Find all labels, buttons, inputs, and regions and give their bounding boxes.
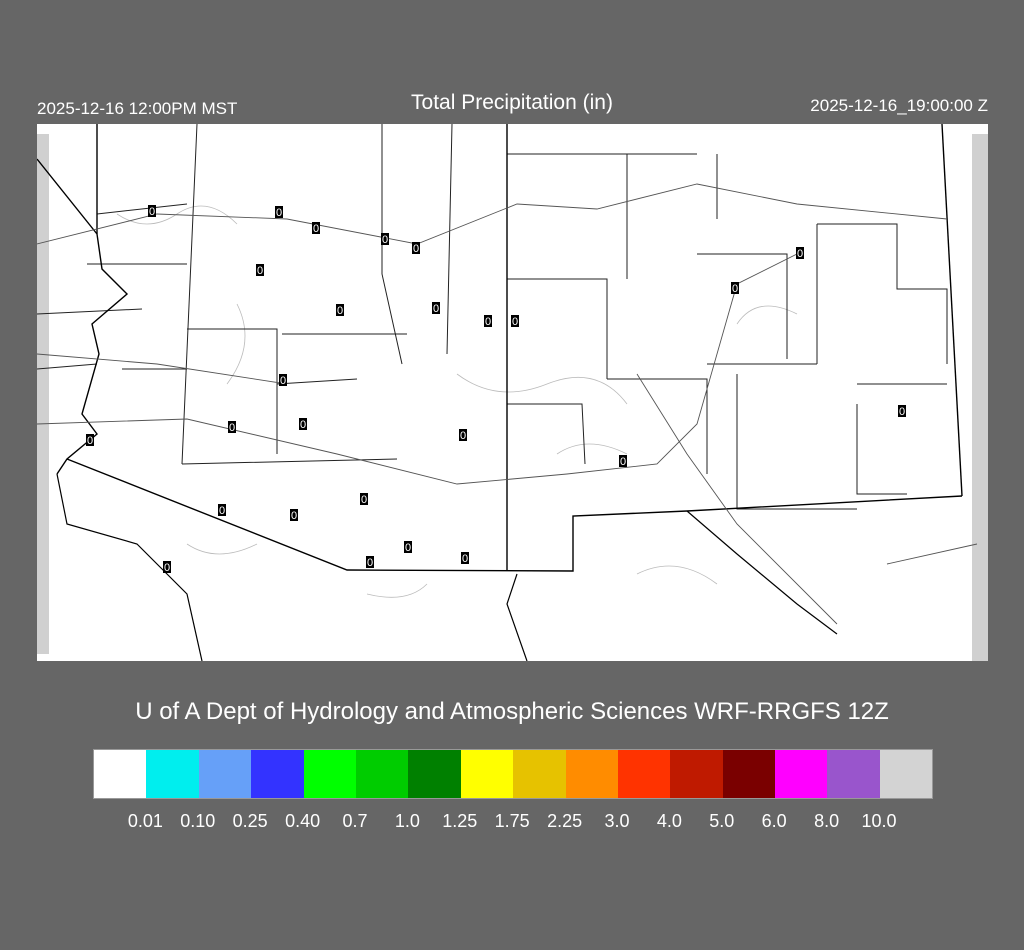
svg-text:0: 0 <box>512 316 518 328</box>
legend-swatch <box>775 750 828 798</box>
station-value: 0 <box>163 561 171 574</box>
legend-label: 5.0 <box>709 811 735 831</box>
svg-text:0: 0 <box>149 206 155 218</box>
station-value: 0 <box>256 264 264 277</box>
legend-label: 6.0 <box>761 811 787 831</box>
svg-text:0: 0 <box>300 419 306 431</box>
station-markers: 0 0 0 0 0 0 0 0 0 0 0 0 0 0 0 0 0 0 0 0 0 0 0 0 0 0 <box>86 205 906 574</box>
precipitation-map: 0 0 0 0 0 0 0 0 0 0 0 0 0 0 0 0 0 0 0 0 0 0 0 0 0 0 <box>36 123 988 662</box>
station-value: 0 <box>898 405 906 418</box>
svg-text:0: 0 <box>276 207 282 219</box>
map-title: Total Precipitation (in) <box>411 91 613 114</box>
legend-label: 2.25 <box>547 811 583 831</box>
map-svg: 0 0 0 0 0 0 0 0 0 0 0 0 0 0 0 0 0 0 0 0 0 0 0 0 0 0 <box>36 123 988 662</box>
svg-text:0: 0 <box>313 223 319 235</box>
svg-text:0: 0 <box>291 510 297 522</box>
svg-text:0: 0 <box>405 542 411 554</box>
station-value: 0 <box>228 421 236 434</box>
station-value: 0 <box>731 282 739 295</box>
svg-text:0: 0 <box>87 435 93 447</box>
legend-label: 0.25 <box>232 811 268 831</box>
credit-line: U of A Dept of Hydrology and Atmospheric… <box>135 698 889 725</box>
county-borders <box>36 123 948 510</box>
station-value: 0 <box>404 541 412 554</box>
color-legend-bar <box>93 749 934 799</box>
station-value: 0 <box>484 315 492 328</box>
legend-swatch <box>565 750 618 798</box>
legend-swatch <box>460 750 514 798</box>
svg-text:0: 0 <box>413 243 419 255</box>
legend-label: 1.25 <box>442 811 478 831</box>
svg-text:0: 0 <box>229 422 235 434</box>
legend-swatch <box>94 750 147 798</box>
edge-strip-left <box>37 134 49 654</box>
svg-text:0: 0 <box>732 283 738 295</box>
svg-text:0: 0 <box>797 248 803 260</box>
valid-local-time: 2025-12-16 12:00PM MST <box>37 99 238 118</box>
terrain-contours <box>116 205 798 598</box>
svg-text:0: 0 <box>485 316 491 328</box>
legend-label: 0.40 <box>285 811 321 831</box>
legend-swatch <box>722 750 776 798</box>
legend-label: 0.10 <box>180 811 216 831</box>
station-value: 0 <box>148 205 156 218</box>
station-value: 0 <box>218 504 226 517</box>
svg-text:0: 0 <box>367 557 373 569</box>
station-value: 0 <box>290 509 298 522</box>
legend-swatch <box>513 750 566 798</box>
legend-swatch <box>827 750 880 798</box>
legend-label: 4.0 <box>656 811 682 831</box>
svg-text:0: 0 <box>382 234 388 246</box>
station-value: 0 <box>381 233 389 246</box>
svg-text:0: 0 <box>460 430 466 442</box>
station-value: 0 <box>461 552 469 565</box>
legend-label: 1.0 <box>394 811 420 831</box>
legend-label: 0.01 <box>127 811 163 831</box>
roads-rivers <box>36 183 978 625</box>
legend-label: 0.7 <box>342 811 368 831</box>
station-value: 0 <box>275 206 283 219</box>
valid-utc-time: 2025-12-16_19:00:00 Z <box>810 96 988 115</box>
svg-text:0: 0 <box>620 456 626 468</box>
svg-text:0: 0 <box>257 265 263 277</box>
svg-text:0: 0 <box>337 305 343 317</box>
station-value: 0 <box>459 429 467 442</box>
svg-text:0: 0 <box>219 505 225 517</box>
legend-swatch <box>408 750 461 798</box>
station-value: 0 <box>312 222 320 235</box>
station-value: 0 <box>360 493 368 506</box>
legend-swatch <box>879 750 933 798</box>
edge-strip-right <box>972 134 988 661</box>
legend-label: 3.0 <box>604 811 630 831</box>
station-value: 0 <box>412 242 420 255</box>
legend-label: 8.0 <box>814 811 840 831</box>
station-value: 0 <box>279 374 287 387</box>
station-value: 0 <box>299 418 307 431</box>
legend-swatch <box>251 750 304 798</box>
legend-label: 1.75 <box>494 811 530 831</box>
station-value: 0 <box>366 556 374 569</box>
legend-swatch <box>303 750 356 798</box>
station-value: 0 <box>432 302 440 315</box>
station-value: 0 <box>86 434 94 447</box>
legend-swatch <box>198 750 252 798</box>
station-value: 0 <box>619 455 627 468</box>
legend-swatch <box>617 750 671 798</box>
svg-text:0: 0 <box>433 303 439 315</box>
svg-text:0: 0 <box>164 562 170 574</box>
legend-label: 10.0 <box>861 811 897 831</box>
station-value: 0 <box>336 304 344 317</box>
svg-text:0: 0 <box>462 553 468 565</box>
svg-text:0: 0 <box>361 494 367 506</box>
legend-swatch <box>355 750 409 798</box>
mexico-coastline <box>56 473 838 662</box>
state-borders <box>36 123 963 572</box>
legend-swatch <box>670 750 723 798</box>
legend-swatch <box>146 750 199 798</box>
station-value: 0 <box>511 315 519 328</box>
svg-text:0: 0 <box>899 406 905 418</box>
station-value: 0 <box>796 247 804 260</box>
svg-text:0: 0 <box>280 375 286 387</box>
